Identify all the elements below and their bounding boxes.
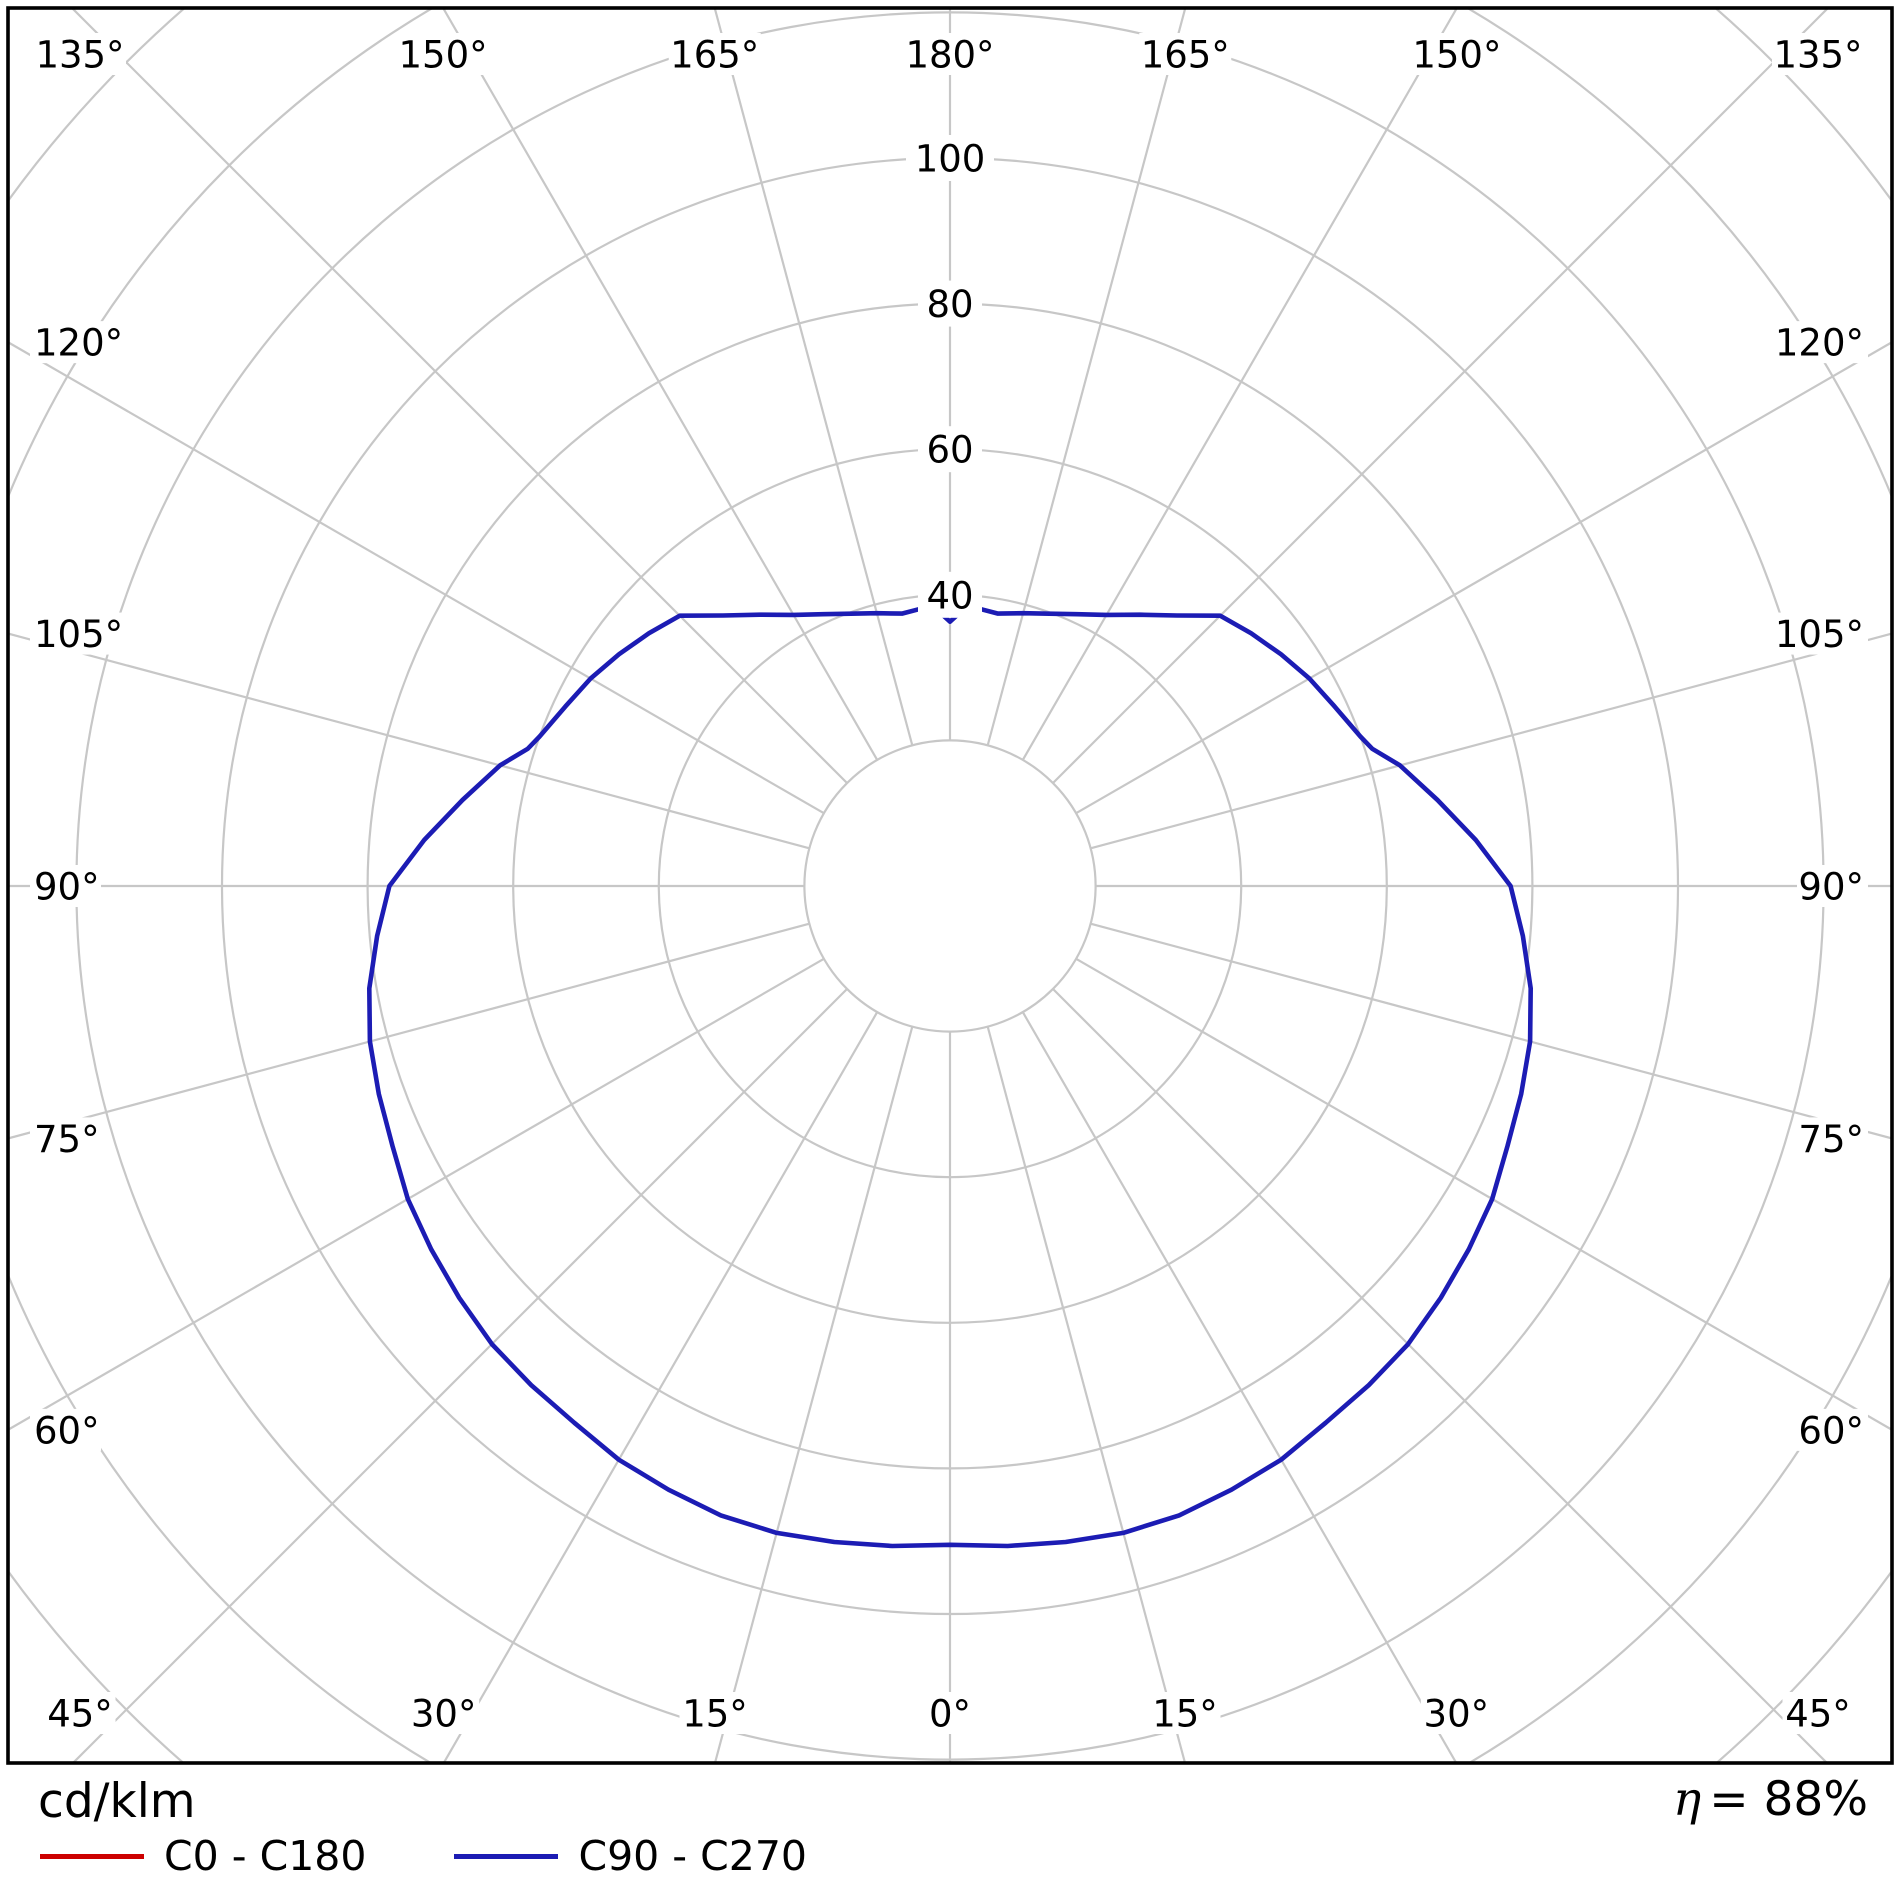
angle-label-105deg-r: 105° (1775, 613, 1864, 656)
angle-label-bg (1776, 321, 1868, 364)
angle-label-bg (1139, 33, 1232, 75)
angle-label-bg (668, 33, 761, 75)
angle-label-180deg-l: 180° (905, 34, 994, 77)
grid-radial-300 (8, 957, 825, 1432)
angle-label-bg (34, 33, 126, 75)
polar-chart-svg: 40 60 80 100 0° 15° 30° 45° 60° 75° 90° 105° 120° 135… (6, 6, 1894, 1765)
tick-label-bg (918, 571, 982, 618)
grid-radial-30 (1021, 1011, 1458, 1763)
grid-radial-195 (713, 8, 914, 746)
angle-label-30deg-r: 30° (1424, 1693, 1490, 1736)
grid-circle-20 (803, 739, 1097, 1033)
grid-radial-315 (71, 988, 848, 1763)
grid-radial-120 (1075, 340, 1892, 815)
angle-label-bg (44, 1692, 116, 1734)
legend-label-c90-c270: C90 - C270 (578, 1832, 808, 1880)
angle-label-bg (1410, 33, 1503, 75)
angle-label-105deg-l: 105° (34, 613, 123, 656)
angle-label-120deg-r: 120° (1775, 322, 1864, 365)
grid-radial-75 (1090, 922, 1892, 1140)
angle-label-bg (904, 33, 996, 75)
grid-radial-210 (441, 8, 879, 761)
angle-label-90deg-r: 90° (1798, 866, 1864, 909)
grid-radial-150 (1021, 8, 1459, 761)
grid-radial-240 (8, 340, 825, 815)
tick-label-bg (906, 135, 994, 181)
angle-label-bg (1797, 1408, 1868, 1451)
angle-label-bg (1149, 1692, 1221, 1734)
radial-tick-60: 60 (926, 429, 973, 472)
angle-label-30deg-l: 30° (411, 1693, 477, 1736)
radial-tick-40: 40 (926, 574, 973, 617)
angle-label-135deg-l: 135° (35, 34, 124, 77)
angle-label-bg (30, 1117, 101, 1160)
grid-radial-255 (8, 632, 810, 850)
angle-label-bg (1772, 33, 1864, 75)
radial-tick-100: 100 (915, 138, 986, 181)
curve-c90-c270 (367, 606, 1533, 1549)
angle-label-bg (30, 865, 101, 907)
angle-label-bg (1797, 1117, 1868, 1160)
eta-symbol: η (1673, 1772, 1702, 1827)
legend-line-c0-c180 (40, 1854, 144, 1859)
grid-radial-165 (986, 8, 1187, 746)
angle-label-165deg-r: 165° (1141, 34, 1230, 77)
angle-label-45deg-l: 45° (47, 1693, 113, 1736)
angle-label-bg (30, 321, 122, 364)
angle-label-75deg-r: 75° (1798, 1118, 1864, 1161)
angle-label-150deg-r: 150° (1412, 34, 1501, 77)
angle-label-15deg-r: 15° (1152, 1693, 1218, 1736)
angle-label-60deg-r: 60° (1798, 1409, 1864, 1452)
angle-label-150deg-l: 150° (399, 34, 488, 77)
plot-border (6, 6, 1894, 1765)
legend: C0 - C180 C90 - C270 (40, 1836, 807, 1877)
eta-value: = 88% (1709, 1772, 1868, 1827)
angle-label-165deg-l: 165° (670, 34, 759, 77)
legend-label-c0-c180: C0 - C180 (164, 1832, 367, 1880)
angle-label-bg (1420, 1692, 1492, 1734)
angle-label-15deg-l: 15° (682, 1693, 748, 1736)
grid-radial-225 (70, 8, 848, 784)
grid-radial-15 (986, 1026, 1187, 1763)
angle-labels: 0° 15° 30° 45° 60° 75° 90° 105° 120° 135° 150° 165°… (30, 33, 1868, 1736)
tick-label-bg (918, 280, 982, 327)
angle-label-60deg-l: 60° (34, 1409, 100, 1452)
grid-radial-345 (713, 1026, 914, 1763)
angle-label-135deg-r: 135° (1773, 34, 1862, 77)
efficiency-label: η = 88% (1673, 1776, 1868, 1823)
tick-label-bg (918, 426, 982, 473)
angle-label-bg (925, 1692, 975, 1734)
angle-label-bg (1797, 865, 1868, 907)
angle-label-bg (397, 33, 490, 75)
angle-label-75deg-l: 75° (34, 1118, 100, 1161)
grid-radial-330 (442, 1011, 879, 1763)
angle-label-45deg-r: 45° (1785, 1693, 1851, 1736)
units-label: cd/klm (38, 1774, 196, 1829)
angle-label-bg (408, 1692, 480, 1734)
grid-radial-285 (8, 922, 810, 1140)
legend-line-c90-c270 (454, 1854, 559, 1859)
angle-label-bg (1782, 1692, 1854, 1734)
curves-group (367, 606, 1533, 1549)
grid-radial-135 (1052, 8, 1830, 784)
grid-radial-105 (1090, 632, 1892, 850)
grid-radial-60 (1075, 957, 1892, 1432)
angle-label-bg (679, 1692, 751, 1734)
radial-tick-80: 80 (926, 283, 973, 326)
angle-label-bg (30, 612, 122, 655)
angle-label-120deg-l: 120° (34, 322, 123, 365)
grid-radial-45 (1052, 988, 1829, 1763)
polar-grid (8, 8, 1892, 1763)
angle-label-bg (1776, 612, 1868, 655)
radial-tick-labels: 40 60 80 100 (906, 135, 994, 618)
angle-label-90deg-l: 90° (34, 866, 100, 909)
angle-label-0deg-r: 0° (929, 1693, 971, 1736)
angle-label-bg (30, 1408, 101, 1451)
